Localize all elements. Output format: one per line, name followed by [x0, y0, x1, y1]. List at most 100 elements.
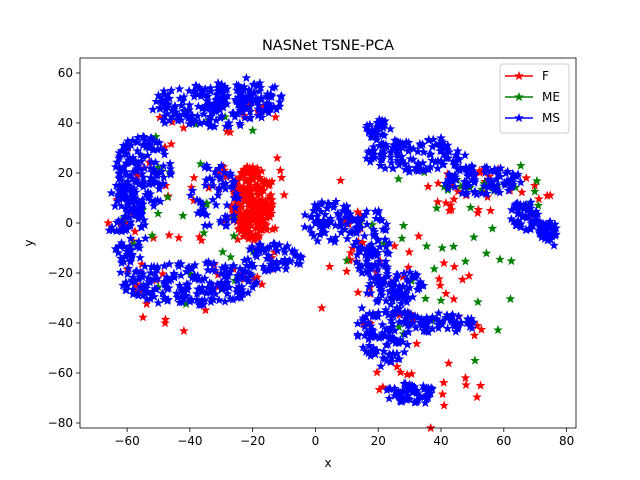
point-me — [195, 158, 206, 169]
point-ms — [359, 322, 370, 332]
point-ms — [159, 145, 169, 155]
point-ms — [198, 109, 209, 119]
point-me — [397, 233, 407, 243]
point-ms — [150, 274, 161, 284]
point-ms — [199, 117, 209, 127]
point-f — [130, 226, 140, 236]
point-f — [243, 226, 254, 237]
point-ms — [217, 262, 228, 273]
point-ms — [249, 79, 260, 89]
point-me — [147, 230, 158, 240]
point-ms — [326, 234, 336, 244]
point-ms — [385, 123, 396, 133]
point-ms — [419, 384, 429, 394]
point-ms — [481, 162, 492, 172]
point-ms — [492, 186, 503, 196]
point-me — [533, 200, 544, 210]
point-ms — [112, 217, 122, 227]
point-ms — [389, 308, 399, 318]
point-ms — [132, 241, 143, 251]
point-ms — [389, 390, 400, 400]
point-f — [423, 181, 434, 191]
point-ms — [185, 190, 196, 200]
point-ms — [253, 100, 264, 110]
point-ms — [133, 197, 144, 207]
point-f — [335, 175, 346, 185]
point-ms — [433, 319, 444, 329]
point-ms — [467, 323, 477, 333]
point-f — [257, 279, 267, 289]
point-ms — [427, 155, 437, 165]
point-ms — [371, 213, 381, 223]
point-ms — [460, 182, 470, 193]
point-ms — [175, 93, 185, 103]
point-ms — [122, 269, 133, 279]
point-ms — [527, 218, 538, 228]
point-ms — [435, 138, 446, 148]
point-ms — [229, 192, 239, 203]
point-f — [178, 122, 189, 133]
point-ms — [181, 284, 192, 294]
point-ms — [387, 318, 398, 328]
point-ms — [234, 281, 244, 291]
point-me — [431, 203, 442, 213]
point-ms — [158, 172, 169, 182]
point-ms — [120, 285, 131, 295]
point-ms — [420, 397, 431, 408]
point-ms — [399, 316, 410, 326]
point-ms — [162, 108, 173, 119]
point-ms — [129, 276, 140, 287]
point-ms — [549, 240, 559, 250]
point-ms — [518, 200, 529, 210]
point-ms — [192, 194, 202, 204]
point-ms — [112, 196, 123, 206]
point-ms — [162, 95, 173, 105]
point-f — [258, 219, 269, 229]
point-ms — [399, 347, 410, 357]
point-f — [257, 194, 267, 204]
point-ms — [405, 267, 415, 277]
point-ms — [220, 94, 230, 104]
point-ms — [375, 154, 386, 164]
point-f — [406, 368, 417, 378]
point-ms — [151, 284, 162, 294]
point-f — [246, 166, 256, 176]
point-ms — [309, 230, 319, 241]
point-me — [198, 227, 209, 237]
point-ms — [174, 297, 185, 307]
point-ms — [423, 327, 434, 337]
x-tick-label: 80 — [559, 434, 574, 448]
point-ms — [211, 95, 222, 105]
point-f — [238, 231, 249, 241]
point-me — [421, 241, 432, 251]
point-f — [258, 205, 269, 216]
point-ms — [354, 263, 364, 273]
point-ms — [190, 259, 200, 270]
point-me — [398, 220, 409, 230]
point-ms — [180, 105, 190, 116]
point-f — [517, 187, 527, 197]
point-f — [160, 318, 170, 328]
point-ms — [325, 213, 336, 223]
point-ms — [221, 121, 231, 131]
point-ms — [152, 144, 163, 154]
point-ms — [166, 85, 177, 95]
point-ms — [211, 169, 222, 179]
point-ms — [461, 164, 471, 174]
point-ms — [146, 261, 157, 271]
point-ms — [209, 121, 220, 131]
point-ms — [130, 155, 141, 165]
point-ms — [158, 161, 169, 171]
point-ms — [438, 159, 449, 169]
point-ms — [198, 204, 209, 214]
point-f — [267, 176, 277, 186]
point-f — [448, 294, 459, 304]
point-ms — [146, 267, 156, 278]
point-f — [464, 270, 474, 281]
point-ms — [330, 232, 341, 242]
point-ms — [125, 244, 136, 254]
point-ms — [220, 296, 230, 306]
point-ms — [355, 222, 366, 232]
point-ms — [142, 150, 153, 160]
